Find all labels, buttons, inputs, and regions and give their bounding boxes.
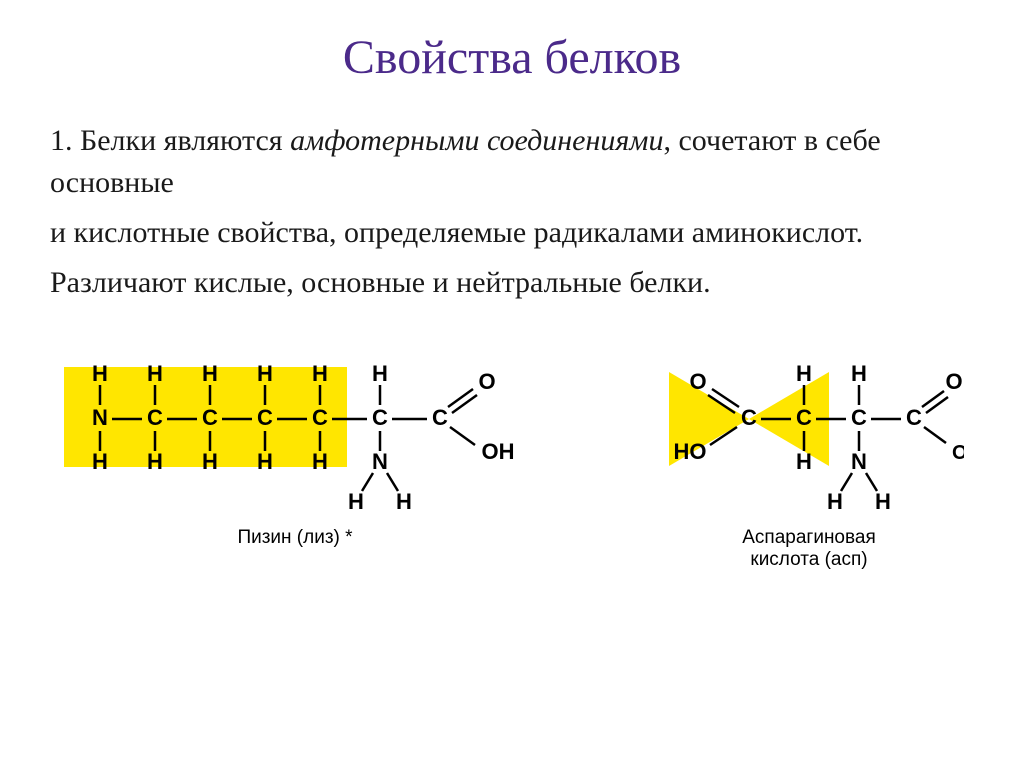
aspartic-structure: C O HO C H H C H: [654, 349, 964, 519]
svg-text:C: C: [147, 405, 163, 430]
p1-prefix: 1. Белки являются: [50, 124, 290, 157]
svg-text:H: H: [147, 449, 163, 474]
svg-text:OH: OH: [952, 442, 964, 464]
molecules-row: N H H C H H C H H: [50, 349, 974, 571]
paragraph-2: и кислотные свойства, определяемые радик…: [50, 212, 974, 254]
paragraph-1: 1. Белки являются амфотерными соединения…: [50, 120, 974, 204]
svg-text:C: C: [312, 405, 328, 430]
svg-text:H: H: [851, 361, 867, 386]
aspartic-label: Аспарагиновая кислота (асп): [742, 527, 876, 571]
svg-text:H: H: [348, 489, 364, 514]
svg-text:C: C: [851, 405, 867, 430]
svg-text:O: O: [689, 369, 706, 394]
svg-text:C: C: [432, 405, 448, 430]
svg-text:H: H: [202, 449, 218, 474]
svg-text:H: H: [257, 361, 273, 386]
svg-text:H: H: [372, 361, 388, 386]
svg-text:HO: HO: [674, 439, 707, 464]
molecule-aspartic: C O HO C H H C H: [654, 349, 964, 571]
svg-text:C: C: [372, 405, 388, 430]
svg-text:H: H: [92, 361, 108, 386]
svg-text:H: H: [312, 361, 328, 386]
paragraph-3: Различают кислые, основные и нейтральные…: [50, 262, 974, 304]
svg-text:H: H: [312, 449, 328, 474]
molecule-lysine: N H H C H H C H H: [60, 349, 530, 571]
svg-text:H: H: [796, 361, 812, 386]
svg-text:O: O: [478, 369, 495, 394]
svg-text:H: H: [875, 489, 891, 514]
svg-text:H: H: [396, 489, 412, 514]
svg-text:H: H: [147, 361, 163, 386]
svg-text:H: H: [796, 449, 812, 474]
svg-text:N: N: [851, 449, 867, 474]
lysine-structure: N H H C H H C H H: [60, 349, 530, 519]
svg-text:C: C: [906, 405, 922, 430]
svg-text:OH: OH: [482, 439, 515, 464]
svg-text:H: H: [827, 489, 843, 514]
svg-text:H: H: [202, 361, 218, 386]
svg-text:C: C: [202, 405, 218, 430]
svg-text:H: H: [257, 449, 273, 474]
p1-italic: амфотерными соединениями: [290, 124, 663, 157]
page-title: Свойства белков: [50, 30, 974, 85]
aspartic-label-line1: Аспарагиновая: [742, 527, 876, 548]
svg-text:C: C: [741, 405, 757, 430]
svg-text:N: N: [372, 449, 388, 474]
svg-text:C: C: [257, 405, 273, 430]
svg-text:C: C: [796, 405, 812, 430]
svg-text:H: H: [92, 449, 108, 474]
svg-text:N: N: [92, 405, 108, 430]
svg-text:O: O: [945, 369, 962, 394]
lysine-label: Пизин (лиз) *: [237, 527, 352, 549]
aspartic-label-line2: кислота (асп): [750, 549, 867, 570]
